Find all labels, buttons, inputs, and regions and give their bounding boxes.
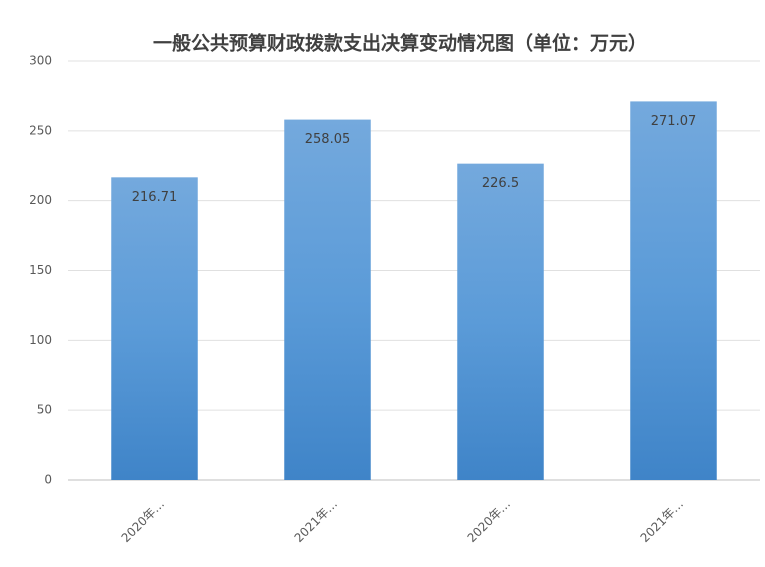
x-tick-label: 2020年… bbox=[465, 497, 513, 545]
y-tick-label: 200 bbox=[29, 193, 52, 207]
bar bbox=[630, 101, 717, 480]
y-tick-label: 50 bbox=[37, 403, 52, 417]
bar bbox=[111, 177, 198, 480]
data-label: 271.07 bbox=[651, 114, 697, 129]
y-tick-label: 100 bbox=[29, 333, 52, 347]
data-label: 216.71 bbox=[132, 190, 178, 205]
bar bbox=[457, 163, 544, 480]
x-tick-label: 2021年… bbox=[292, 497, 340, 545]
data-label: 226.5 bbox=[482, 176, 519, 191]
y-tick-label: 150 bbox=[29, 263, 52, 277]
x-tick-label: 2020年… bbox=[119, 497, 167, 545]
y-tick-label: 300 bbox=[29, 54, 52, 68]
x-tick-label: 2021年… bbox=[638, 497, 686, 545]
y-tick-label: 250 bbox=[29, 123, 52, 137]
bar bbox=[284, 119, 371, 481]
data-label: 258.05 bbox=[305, 132, 351, 147]
chart-title: 一般公共预算财政拨款支出决算变动情况图（单位：万元） bbox=[153, 32, 647, 55]
y-tick-label: 0 bbox=[44, 473, 52, 487]
